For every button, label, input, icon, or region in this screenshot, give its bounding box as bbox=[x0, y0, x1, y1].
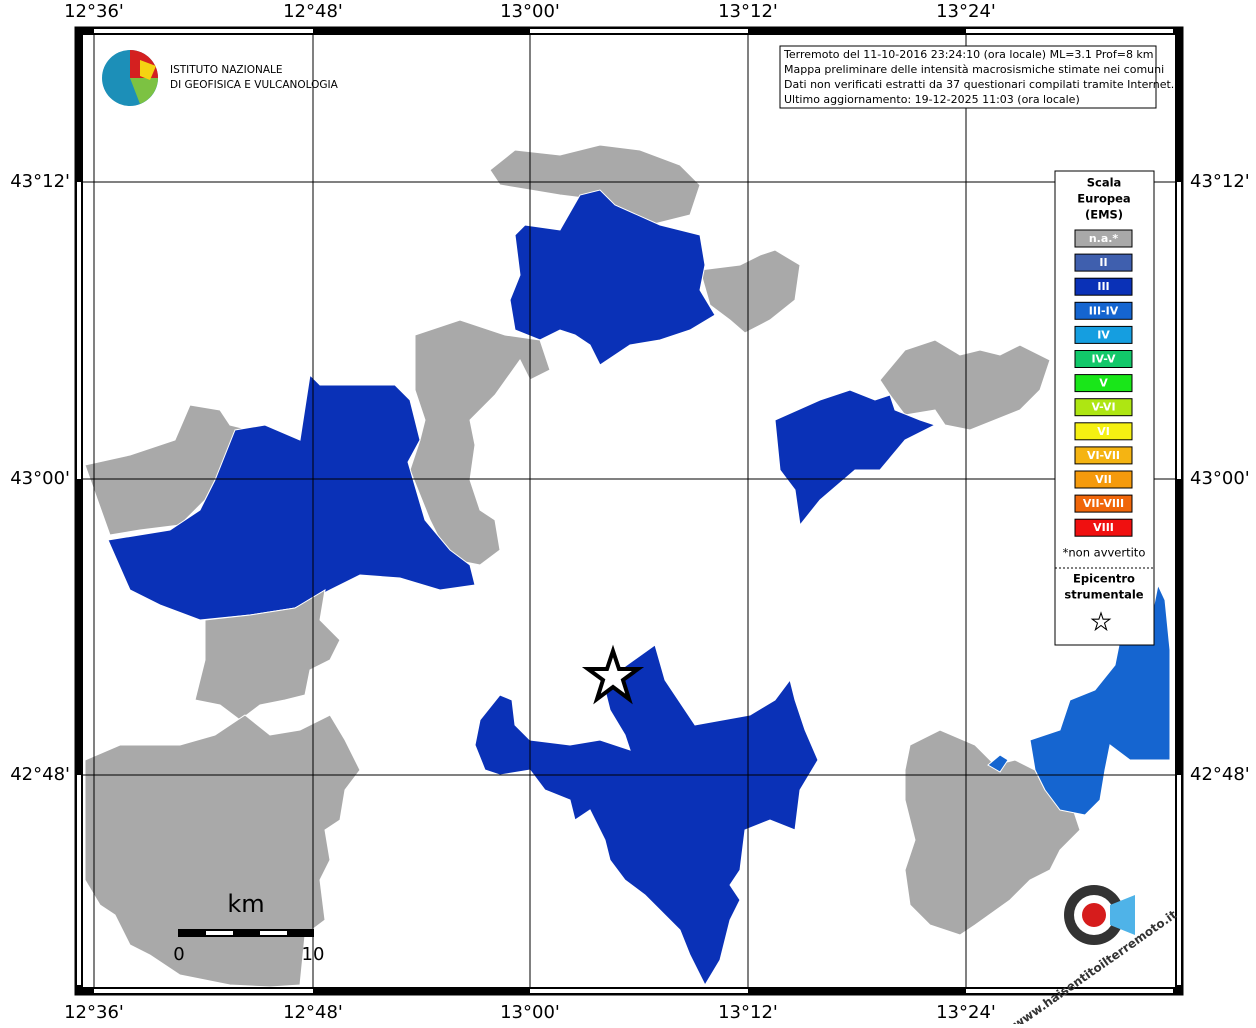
ingv-logo: ISTITUTO NAZIONALE DI GEOFISICA E VULCAN… bbox=[102, 50, 339, 106]
legend: Scala Europea (EMS) *non avvertito Epice… bbox=[1054, 170, 1155, 646]
legend-swatch bbox=[1074, 325, 1133, 344]
legend-swatch bbox=[1074, 350, 1133, 368]
axis-labels: 12°36' 12°48' 13°00' 13°12' 13°24' 12°36… bbox=[10, 1, 1250, 1023]
epicenter-star bbox=[581, 644, 645, 705]
legend-swatch bbox=[1074, 446, 1133, 465]
info-box: Terremoto del 11-10-2016 23:24:10 (ora l… bbox=[779, 45, 1174, 109]
legend-label: III-IV bbox=[1089, 304, 1119, 317]
info-line: Mappa preliminare delle intensità macros… bbox=[784, 63, 1164, 76]
info-line: Dati non verificati estratti da 37 quest… bbox=[784, 78, 1174, 91]
legend-title: (EMS) bbox=[1085, 208, 1123, 222]
legend-label: V-VI bbox=[1091, 401, 1115, 414]
frame-border bbox=[75, 27, 1183, 995]
lon-label: 12°48' bbox=[283, 1, 343, 22]
lon-label: 13°00' bbox=[500, 1, 560, 22]
scale-start: 0 bbox=[173, 944, 184, 965]
scale-bar: km 0 10 bbox=[173, 890, 324, 965]
legend-swatch bbox=[1074, 229, 1133, 248]
legend-label: IV-V bbox=[1091, 353, 1116, 366]
legend-label: V bbox=[1099, 377, 1108, 390]
lat-label: 43°00' bbox=[1190, 468, 1250, 489]
lon-label: 12°36' bbox=[64, 1002, 124, 1023]
info-line: Terremoto del 11-10-2016 23:24:10 (ora l… bbox=[783, 48, 1154, 61]
legend-swatch bbox=[1074, 518, 1133, 537]
legend-label: IV bbox=[1097, 328, 1110, 341]
legend-label: VII bbox=[1095, 473, 1112, 486]
legend-swatch bbox=[1074, 374, 1133, 393]
legend-label: n.a.* bbox=[1089, 232, 1119, 245]
legend-swatch bbox=[1074, 277, 1133, 296]
legend-epicenter: Epicentro bbox=[1073, 572, 1135, 586]
lon-label: 13°24' bbox=[936, 1, 996, 22]
legend-label: III bbox=[1097, 280, 1109, 293]
logo-text: ISTITUTO NAZIONALE bbox=[170, 64, 283, 76]
legend-title: Europea bbox=[1077, 192, 1130, 206]
lon-label: 13°00' bbox=[500, 1002, 560, 1023]
legend-swatch bbox=[1074, 470, 1133, 489]
lon-label: 13°12' bbox=[718, 1, 778, 22]
scale-end: 10 bbox=[302, 944, 325, 965]
lat-label: 42°48' bbox=[10, 764, 70, 785]
legend-note: *non avvertito bbox=[1063, 546, 1146, 560]
lon-label: 13°24' bbox=[936, 1002, 996, 1023]
graticule bbox=[75, 27, 1183, 995]
legend-title: Scala bbox=[1087, 176, 1122, 190]
regions bbox=[84, 144, 1171, 988]
lon-label: 12°36' bbox=[64, 1, 124, 22]
lon-label: 12°48' bbox=[283, 1002, 343, 1023]
legend-label: VI-VII bbox=[1087, 449, 1120, 462]
lon-label: 13°12' bbox=[718, 1002, 778, 1023]
lat-label: 43°12' bbox=[10, 171, 70, 192]
lat-label: 43°12' bbox=[1190, 171, 1250, 192]
legend-swatch bbox=[1074, 301, 1133, 320]
legend-label: VI bbox=[1097, 425, 1110, 438]
scale-unit: km bbox=[227, 890, 264, 918]
legend-swatch bbox=[1074, 494, 1133, 513]
legend-label: II bbox=[1099, 256, 1107, 269]
lat-label: 43°00' bbox=[10, 468, 70, 489]
legend-label: VIII bbox=[1093, 521, 1114, 534]
lat-label: 42°48' bbox=[1190, 764, 1250, 785]
legend-swatch bbox=[1074, 398, 1133, 417]
info-line: Ultimo aggiornamento: 19-12-2025 11:03 (… bbox=[784, 93, 1080, 106]
legend-label: VII-VIII bbox=[1083, 497, 1124, 510]
logo-text: DI GEOFISICA E VULCANOLOGIA bbox=[170, 79, 339, 91]
legend-swatch bbox=[1074, 253, 1133, 272]
legend-swatch bbox=[1074, 422, 1133, 441]
legend-epicenter: strumentale bbox=[1064, 588, 1143, 602]
